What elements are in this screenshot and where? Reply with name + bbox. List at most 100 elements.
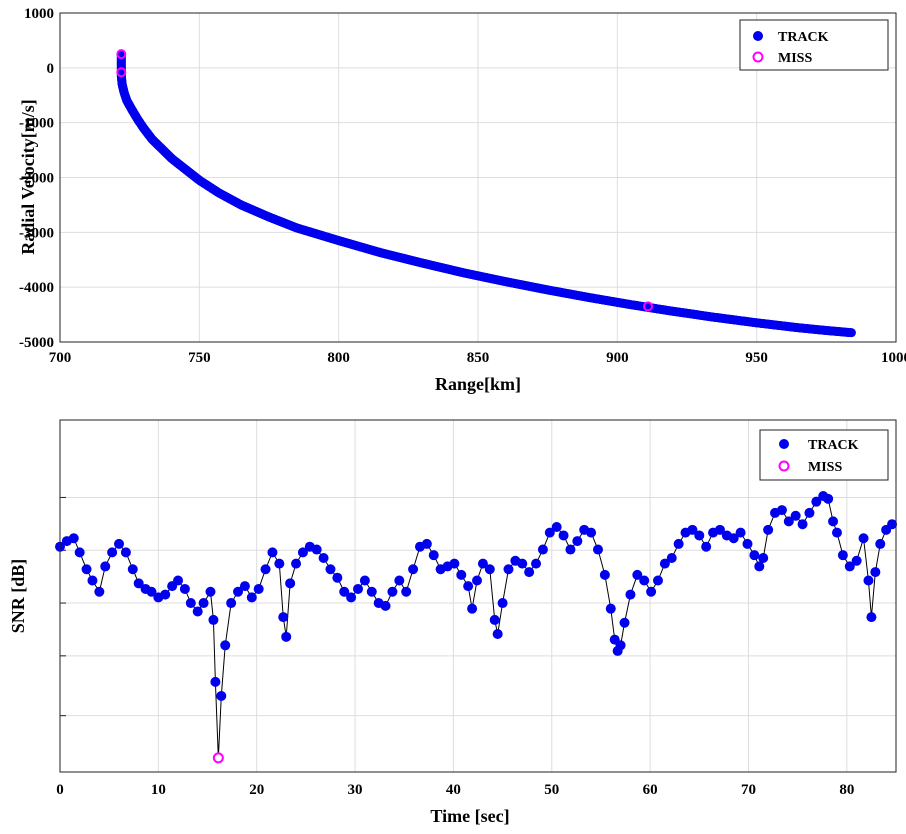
top-track-point bbox=[846, 328, 856, 338]
top-y-tick-label: 1000 bbox=[24, 6, 54, 22]
bottom-track-point bbox=[380, 600, 391, 611]
top-legend-track-marker bbox=[753, 31, 763, 41]
bottom-legend-box bbox=[759, 429, 889, 481]
bottom-track-point bbox=[339, 586, 350, 597]
bottom-track-point bbox=[492, 629, 503, 640]
bottom-track-point bbox=[823, 493, 834, 504]
bottom-track-point bbox=[866, 612, 877, 623]
bottom-track-point bbox=[146, 586, 157, 597]
bottom-x-tick-label: 50 bbox=[544, 782, 559, 798]
top-x-axis-label: Range[km] bbox=[435, 374, 521, 394]
bottom-track-point bbox=[311, 544, 322, 555]
bottom-track-point bbox=[687, 524, 698, 535]
bottom-track-point bbox=[107, 547, 118, 558]
bottom-track-point bbox=[639, 575, 650, 586]
bottom-x-tick-label: 60 bbox=[643, 782, 658, 798]
bottom-x-tick-label: 40 bbox=[446, 782, 461, 798]
bottom-track-point bbox=[285, 578, 296, 589]
bottom-track-point bbox=[208, 614, 219, 625]
top-y-tick-labels: -5000 -4000 -3000 -2000 -1000 0 1000 bbox=[19, 6, 54, 351]
bottom-track-point bbox=[68, 533, 79, 544]
bottom-track-point bbox=[318, 552, 329, 563]
bottom-track-point bbox=[714, 524, 725, 535]
bottom-track-point bbox=[586, 527, 597, 538]
bottom-series bbox=[55, 491, 898, 764]
bottom-track-point bbox=[408, 564, 419, 575]
bottom-track-point bbox=[619, 617, 630, 628]
bottom-track-point bbox=[210, 676, 221, 687]
bottom-track-point bbox=[837, 550, 848, 561]
bottom-track-point bbox=[565, 544, 576, 555]
bottom-track-point bbox=[605, 603, 616, 614]
bottom-track-point bbox=[599, 569, 610, 580]
bottom-track-point bbox=[394, 575, 405, 586]
top-x-tick-label: 750 bbox=[188, 350, 211, 366]
bottom-track-point bbox=[463, 581, 474, 592]
snr-chart: 0 10 20 30 40 50 60 70 80 Time [sec] SNR [dB] TR… bbox=[8, 419, 898, 826]
top-y-axis-label: Radial Velocity[m/s] bbox=[18, 99, 38, 255]
bottom-track-point bbox=[828, 516, 839, 527]
bottom-track-point bbox=[797, 519, 808, 530]
bottom-track-point bbox=[728, 533, 739, 544]
bottom-track-point bbox=[133, 578, 144, 589]
top-legend-box bbox=[739, 19, 889, 71]
bottom-legend-track-label: TRACK bbox=[808, 438, 859, 453]
bottom-track-point bbox=[267, 547, 278, 558]
top-x-tick-label: 850 bbox=[467, 350, 490, 366]
bottom-track-point bbox=[477, 558, 488, 569]
bottom-track-point bbox=[851, 555, 862, 566]
bottom-track-point bbox=[421, 538, 432, 549]
top-x-tick-label: 950 bbox=[745, 350, 768, 366]
bottom-track-point bbox=[551, 522, 562, 533]
bottom-x-tick-label: 80 bbox=[839, 782, 854, 798]
top-miss-point bbox=[116, 67, 127, 78]
bottom-x-axis-label: Time [sec] bbox=[430, 806, 509, 826]
top-x-tick-label: 800 bbox=[327, 350, 350, 366]
bottom-track-point bbox=[449, 558, 460, 569]
bottom-track-point bbox=[572, 536, 583, 547]
top-y-tick-label: -5000 bbox=[19, 335, 54, 351]
bottom-x-tick-label: 0 bbox=[56, 782, 64, 798]
bottom-track-point bbox=[297, 547, 308, 558]
bottom-x-tick-label: 10 bbox=[151, 782, 166, 798]
bottom-track-point bbox=[401, 586, 412, 597]
top-y-tick-label: -2000 bbox=[19, 171, 54, 187]
bottom-track-point bbox=[524, 567, 535, 578]
bottom-track-point bbox=[673, 538, 684, 549]
bottom-track-line bbox=[59, 495, 893, 758]
bottom-track-point bbox=[325, 564, 336, 575]
bottom-track-point bbox=[701, 541, 712, 552]
bottom-track-point bbox=[887, 519, 898, 530]
bottom-track-point bbox=[332, 572, 343, 583]
top-y-tick-label: 0 bbox=[47, 61, 55, 77]
bottom-track-point bbox=[804, 507, 815, 518]
top-x-tick-label: 700 bbox=[49, 350, 72, 366]
bottom-track-point bbox=[127, 564, 138, 575]
bottom-x-tick-label: 20 bbox=[249, 782, 264, 798]
bottom-x-tick-label: 30 bbox=[348, 782, 363, 798]
top-miss-point bbox=[642, 301, 653, 312]
bottom-track-point bbox=[497, 598, 508, 609]
top-y-tick-label: -1000 bbox=[19, 116, 54, 132]
bottom-track-point bbox=[858, 533, 869, 544]
bottom-track-point bbox=[844, 561, 855, 572]
bottom-miss-point bbox=[212, 752, 224, 764]
bottom-track-point bbox=[114, 538, 125, 549]
bottom-track-point bbox=[428, 550, 439, 561]
bottom-track-point bbox=[205, 586, 216, 597]
top-x-tick-label: 900 bbox=[606, 350, 629, 366]
bottom-track-point bbox=[198, 598, 209, 609]
bottom-legend-miss-marker bbox=[778, 460, 790, 472]
bottom-track-point bbox=[790, 510, 801, 521]
bottom-track-point bbox=[489, 614, 500, 625]
bottom-track-point bbox=[749, 550, 760, 561]
bottom-track-point bbox=[185, 598, 196, 609]
bottom-track-point bbox=[387, 586, 398, 597]
bottom-track-point bbox=[615, 640, 626, 651]
top-legend-track-label: TRACK bbox=[778, 30, 829, 45]
bottom-track-point bbox=[253, 583, 264, 594]
bottom-track-point bbox=[831, 527, 842, 538]
bottom-track-point bbox=[179, 583, 190, 594]
bottom-track-point bbox=[233, 586, 244, 597]
